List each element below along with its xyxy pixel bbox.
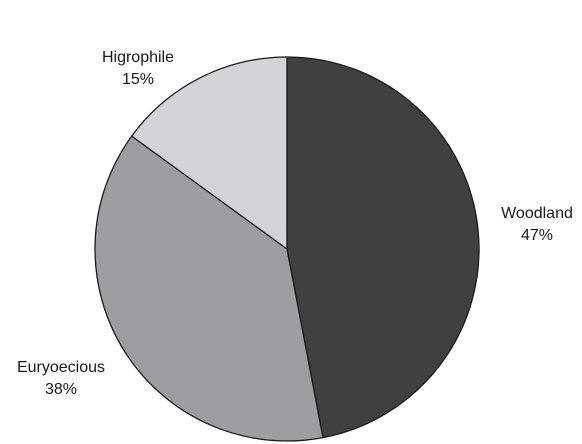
slice-value-euryoecious: 38% bbox=[45, 381, 77, 398]
pie-slices bbox=[94, 56, 480, 442]
pie-slice-woodland bbox=[286, 56, 480, 439]
pie-slice-euryoecious bbox=[94, 135, 324, 442]
slice-label-woodland: Woodland bbox=[501, 205, 573, 222]
slice-value-higrophile: 15% bbox=[122, 71, 154, 88]
slice-label-higrophile: Higrophile bbox=[102, 49, 174, 66]
slice-value-woodland: 47% bbox=[521, 227, 553, 244]
pie-slice-higrophile bbox=[131, 56, 288, 250]
slice-label-euryoecious: Euryoecious bbox=[17, 359, 105, 376]
